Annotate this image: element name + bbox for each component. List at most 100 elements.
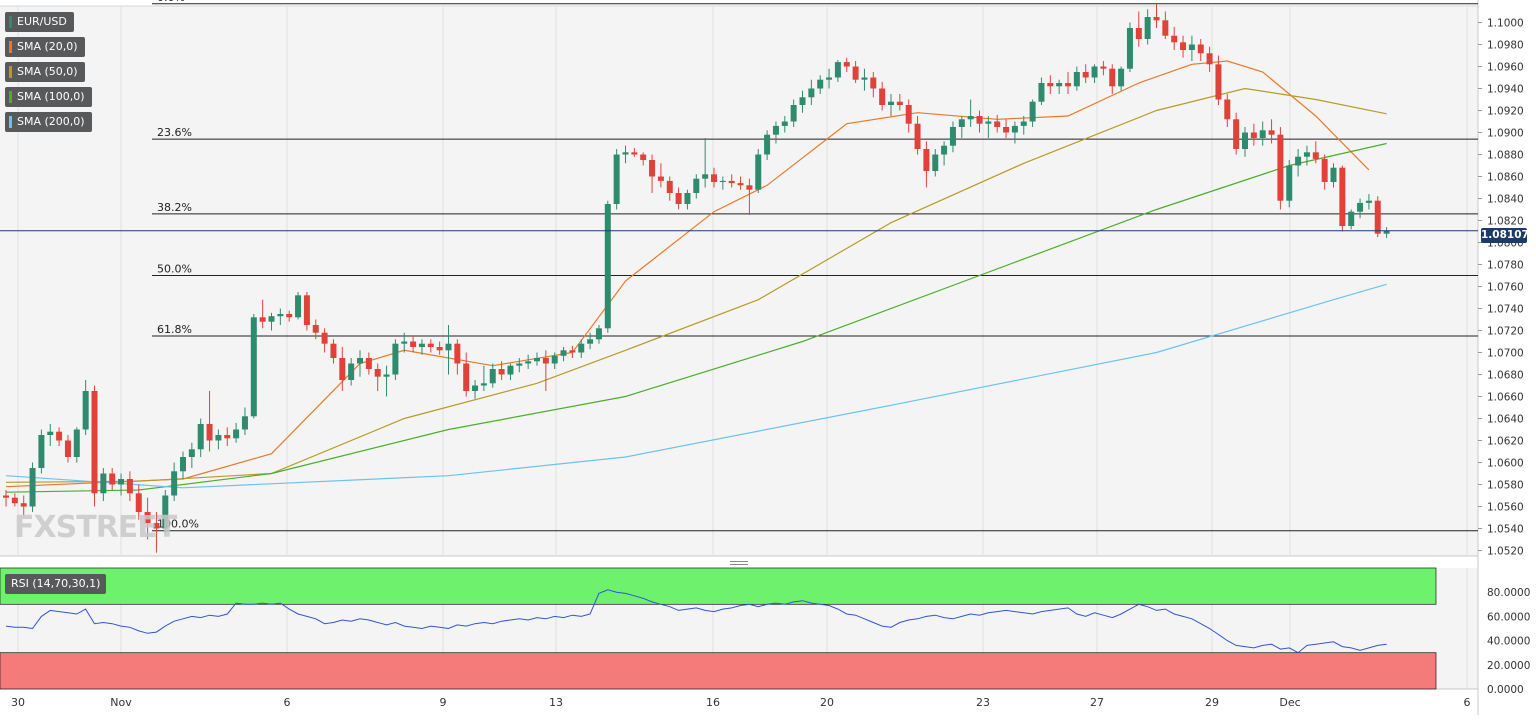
fib-label-3: 50.0%: [157, 263, 192, 276]
candle-body-48: [427, 343, 434, 347]
candle-97: [861, 68, 868, 91]
candle-126: [1118, 66, 1125, 91]
legend-sma-50[interactable]: SMA (50,0): [5, 62, 85, 82]
candle-body-131: [1162, 20, 1169, 36]
candle-17: [153, 512, 160, 553]
candle-57: [507, 363, 514, 380]
candle-41: [365, 352, 372, 375]
candle-body-0: [3, 495, 9, 498]
rsi-line: [5, 589, 1387, 654]
ytick-label-3: 1.0580: [1487, 480, 1524, 492]
candle-90: [799, 90, 806, 113]
ytick-label-17: 1.0860: [1487, 172, 1524, 184]
candle-body-147: [1303, 152, 1310, 157]
candle-111: [985, 116, 992, 138]
candle-body-50: [445, 343, 452, 351]
candle-body-103: [914, 123, 921, 149]
candle-body-13: [118, 479, 125, 485]
candle-body-101: [896, 101, 903, 105]
candle-body-99: [879, 88, 886, 105]
candle-150: [1330, 163, 1337, 188]
candle-body-65: [578, 343, 585, 353]
candle-88: [781, 116, 788, 133]
candle-body-152: [1348, 211, 1355, 226]
candle-84: [746, 178, 753, 215]
candle-131: [1162, 11, 1169, 39]
candle-body-116: [1029, 101, 1036, 122]
candle-body-145: [1286, 165, 1293, 201]
xtick-label-6: 20: [820, 696, 834, 709]
candle-113: [1003, 119, 1010, 138]
candle-body-61: [542, 358, 549, 364]
ytick-label-18: 1.0880: [1487, 150, 1524, 162]
candle-body-40: [357, 358, 363, 364]
candle-15: [135, 484, 142, 520]
candle-13: [118, 473, 125, 496]
candle-body-70: [622, 152, 629, 155]
candle-body-52: [463, 363, 470, 391]
xtick-label-7: 23: [976, 696, 990, 709]
candle-body-128: [1135, 28, 1142, 39]
candle-6: [56, 427, 63, 446]
candle-body-132: [1171, 35, 1178, 43]
legend-sma-20[interactable]: SMA (20,0): [5, 37, 85, 57]
candle-38: [339, 347, 346, 391]
candle-40: [357, 350, 363, 377]
sma-50-swatch: [9, 66, 12, 78]
candle-9: [82, 380, 89, 435]
candle-body-51: [454, 343, 461, 364]
legend-sma-100[interactable]: SMA (100,0): [5, 87, 92, 107]
candle-body-134: [1188, 44, 1195, 50]
candle-5: [47, 424, 54, 446]
candle-body-130: [1153, 17, 1160, 21]
symbol-legend[interactable]: EUR/USD: [5, 12, 74, 32]
candle-body-10: [91, 391, 98, 494]
panel-splitter-handle[interactable]: [730, 561, 748, 567]
candle-body-4: [38, 435, 45, 468]
candle-body-123: [1091, 66, 1098, 78]
candle-body-93: [826, 77, 833, 80]
ytick-label-10: 1.0720: [1487, 326, 1524, 338]
candle-body-98: [870, 77, 877, 89]
xtick-label-0: 30: [11, 696, 25, 709]
candle-82: [728, 174, 735, 188]
candle-body-140: [1242, 132, 1248, 149]
candle-body-149: [1321, 158, 1328, 182]
candle-body-2: [20, 503, 27, 507]
candle-96: [852, 61, 859, 83]
rsi-ytick-label-4: 80.0000: [1487, 587, 1530, 599]
legend-sma-200[interactable]: SMA (200,0): [5, 112, 92, 132]
candle-135: [1197, 39, 1204, 61]
candle-134: [1188, 35, 1195, 61]
candle-body-142: [1259, 130, 1266, 138]
candle-body-77: [684, 193, 691, 204]
ytick-label-7: 1.0660: [1487, 392, 1524, 404]
candle-body-45: [401, 341, 408, 344]
rsi-legend[interactable]: RSI (14,70,30,1): [5, 574, 107, 594]
candle-body-38: [339, 358, 346, 380]
candle-body-78: [693, 178, 700, 193]
ytick-label-8: 1.0680: [1487, 370, 1524, 382]
candle-68: [604, 200, 611, 333]
ytick-label-24: 1.1000: [1487, 18, 1524, 30]
candle-4: [38, 429, 45, 474]
candle-body-25: [224, 435, 231, 439]
candle-43: [383, 365, 390, 397]
candle-body-106: [941, 145, 948, 155]
xtick-label-1: Nov: [110, 696, 132, 709]
candle-69: [613, 149, 620, 210]
candle-102: [905, 99, 912, 133]
candle-101: [896, 94, 903, 111]
fxstreet-watermark: FXSTREET: [14, 510, 177, 545]
candle-36: [321, 328, 328, 353]
ytick-label-12: 1.0760: [1487, 282, 1524, 294]
rsi-oversold-zone: [0, 652, 1437, 690]
candle-64: [569, 345, 576, 358]
candle-33: [295, 292, 302, 320]
candle-140: [1242, 127, 1248, 157]
candle-body-6: [56, 431, 63, 441]
candle-99: [879, 81, 886, 111]
candle-42: [374, 363, 381, 391]
candle-body-60: [534, 358, 540, 362]
